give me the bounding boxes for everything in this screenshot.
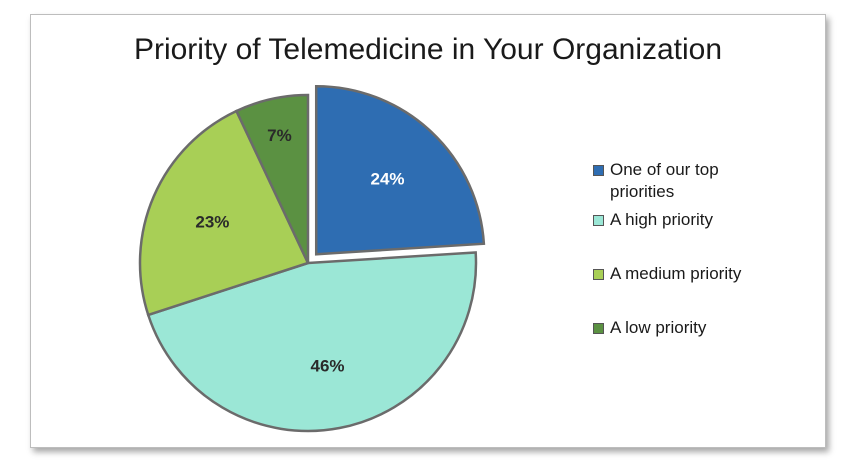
legend-label-low-priority: A low priority <box>610 318 707 337</box>
pie-label-top-priorities: 24% <box>371 169 405 188</box>
chart-frame: Priority of Telemedicine in Your Organiz… <box>30 14 826 448</box>
legend-label-top-priorities-line2: priorities <box>610 182 675 201</box>
pie-slice-high-priority <box>146 251 478 433</box>
legend-item-high-priority: A high priority <box>593 209 713 231</box>
pie-chart: 24% 46% 23% 7% <box>138 85 486 433</box>
legend-swatch-high-priority <box>593 215 604 226</box>
pie-label-medium-priority: 23% <box>195 213 229 232</box>
legend-item-low-priority: A low priority <box>593 317 706 339</box>
pie-slice-top-priorities <box>314 85 486 256</box>
pie-label-low-priority: 7% <box>267 126 292 145</box>
legend-label-medium-priority: A medium priority <box>610 264 742 283</box>
legend-swatch-low-priority <box>593 323 604 334</box>
pie-slice-low-priority <box>234 93 310 264</box>
legend-swatch-top-priorities <box>593 165 604 176</box>
legend-item-medium-priority: A medium priority <box>593 263 741 285</box>
legend-label-top-priorities-line1: One of our top <box>610 160 719 179</box>
pie-label-high-priority: 46% <box>311 356 345 375</box>
legend-item-top-priorities: One of our top priorities <box>593 159 719 203</box>
legend-label-high-priority: A high priority <box>610 210 713 229</box>
legend-swatch-medium-priority <box>593 269 604 280</box>
pie-slice-medium-priority <box>138 109 310 317</box>
chart-title: Priority of Telemedicine in Your Organiz… <box>133 33 723 66</box>
